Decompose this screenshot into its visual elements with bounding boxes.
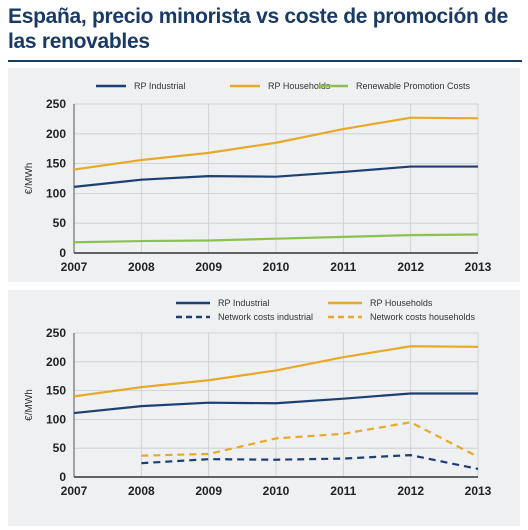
x-tick-label: 2012 — [397, 484, 424, 498]
x-tick-label: 2007 — [61, 484, 88, 498]
chart-panel-1: 0 50 100 150 200 250 2007 2008 2009 2010 2011 2012 2… — [8, 68, 520, 282]
x-tick-label: 2011 — [330, 484, 356, 498]
x-tick-label: 2012 — [397, 260, 424, 274]
x-tick-label: 2009 — [195, 260, 222, 274]
page-title: España, precio minorista vs coste de pro… — [8, 5, 508, 53]
y-tick-label: 100 — [46, 186, 66, 200]
series-line — [141, 421, 479, 458]
legend-label: RP Households — [370, 298, 433, 308]
title-divider — [8, 60, 522, 62]
y-tick-label: 200 — [46, 355, 66, 369]
x-tick-label: 2013 — [465, 484, 492, 498]
y-tick-label: 0 — [59, 470, 66, 484]
series-line — [73, 116, 479, 171]
legend-label: Network costs industrial — [218, 312, 313, 322]
legend-label: RP Industrial — [218, 298, 269, 308]
x-tick-label: 2009 — [195, 484, 222, 498]
x-tick-label: 2010 — [263, 260, 290, 274]
y-tick-label: 50 — [53, 216, 67, 230]
y-tick-label: 250 — [46, 97, 66, 111]
x-tick-label: 2010 — [263, 484, 290, 498]
series-line — [73, 392, 478, 415]
x-tick-label: 2008 — [128, 260, 155, 274]
chart-panel-2: 0 50 100 150 200 250 2007 2008 2009 2010 2011 2012 2… — [8, 290, 520, 526]
y-axis-label: €/MWh — [24, 389, 35, 421]
x-tick-label: 2007 — [61, 260, 88, 274]
x-tick-label: 2011 — [330, 260, 356, 274]
x-tick-label: 2013 — [465, 260, 492, 274]
y-tick-label: 150 — [46, 384, 66, 398]
series-line — [73, 233, 479, 244]
chart-1: 0 50 100 150 200 250 2007 2008 2009 2010 2011 2012 2… — [24, 81, 492, 274]
y-axis-label: €/MWh — [24, 163, 35, 195]
legend-label: Network costs households — [370, 312, 476, 322]
series-line — [73, 345, 479, 398]
series-line — [141, 454, 479, 471]
legend-label: RP Households — [268, 81, 331, 91]
y-tick-label: 50 — [53, 441, 67, 455]
series-line — [73, 165, 478, 188]
x-tick-label: 2008 — [128, 484, 155, 498]
legend-label: Renewable Promotion Costs — [356, 81, 471, 91]
y-tick-label: 100 — [46, 412, 66, 426]
chart-2: 0 50 100 150 200 250 2007 2008 2009 2010 2011 2012 2… — [24, 298, 492, 498]
y-tick-label: 200 — [46, 127, 66, 141]
legend-label: RP Industrial — [134, 81, 185, 91]
y-tick-label: 250 — [46, 326, 66, 340]
y-tick-label: 150 — [46, 157, 66, 171]
y-tick-label: 0 — [59, 246, 66, 260]
